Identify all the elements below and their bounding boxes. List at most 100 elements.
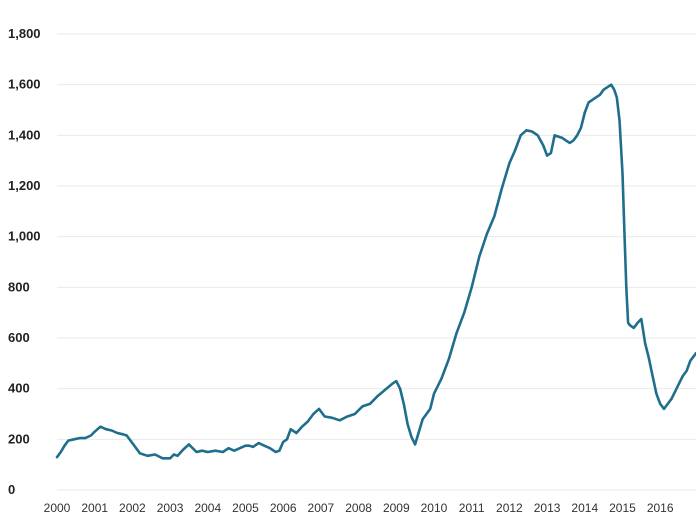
- data-point: [227, 447, 230, 450]
- data-point: [195, 451, 198, 453]
- data-point: [63, 444, 66, 447]
- data-point: [238, 447, 241, 450]
- data-point: [278, 449, 281, 452]
- data-point: [618, 119, 621, 121]
- data-point: [376, 395, 379, 398]
- data-point: [125, 434, 128, 437]
- data-point: [274, 451, 277, 453]
- x-tick-label: 2004: [194, 501, 221, 515]
- data-point: [550, 152, 552, 155]
- data-point: [331, 416, 334, 419]
- data-point: [648, 357, 650, 360]
- data-point: [433, 392, 435, 395]
- data-point: [414, 443, 416, 446]
- data-point: [173, 453, 175, 456]
- data-point: [425, 413, 428, 415]
- data-point: [206, 451, 209, 453]
- data-point: [176, 454, 179, 457]
- data-point: [269, 447, 271, 450]
- data-point: [402, 403, 405, 405]
- data-point: [572, 139, 575, 142]
- data-point: [670, 397, 673, 400]
- data-point: [312, 413, 315, 415]
- data-point: [429, 408, 432, 410]
- y-tick-label: 200: [8, 431, 30, 446]
- data-point: [395, 380, 398, 382]
- data-point: [391, 382, 394, 385]
- data-point: [659, 403, 662, 405]
- data-point: [485, 233, 488, 236]
- data-point: [90, 434, 92, 437]
- data-point: [384, 389, 386, 391]
- data-point: [318, 408, 320, 410]
- data-point: [531, 130, 533, 133]
- data-point: [410, 435, 413, 438]
- x-tick-label: 2015: [609, 501, 636, 515]
- data-point: [553, 134, 556, 137]
- x-tick-label: 2007: [308, 501, 335, 515]
- data-point: [666, 403, 669, 405]
- data-point: [525, 129, 528, 132]
- data-point: [99, 425, 102, 428]
- data-point: [289, 428, 292, 431]
- data-point: [685, 370, 688, 372]
- data-point: [493, 215, 496, 218]
- data-point: [629, 324, 631, 327]
- data-point: [252, 446, 254, 448]
- data-point: [346, 415, 349, 418]
- data-point: [599, 93, 601, 96]
- data-point: [580, 126, 582, 129]
- data-point: [369, 403, 371, 405]
- y-tick-label: 1,600: [8, 77, 41, 92]
- data-point: [188, 443, 190, 446]
- data-point: [222, 451, 224, 453]
- data-point: [681, 375, 684, 377]
- data-point: [161, 457, 164, 460]
- data-point: [663, 408, 665, 410]
- x-tick-label: 2012: [496, 501, 523, 515]
- data-point: [463, 311, 466, 314]
- data-point: [73, 438, 75, 441]
- x-tick-label: 2009: [383, 501, 410, 515]
- data-point: [263, 444, 266, 447]
- data-point: [576, 134, 579, 137]
- data-point: [169, 457, 172, 460]
- x-tick-label: 2006: [270, 501, 297, 515]
- x-tick-label: 2008: [345, 501, 372, 515]
- data-point: [508, 162, 511, 165]
- x-axis-tick-labels: 2000 2001 2002 2003 2004 2005 2006 2007 2008 2009…: [44, 501, 674, 515]
- data-point: [201, 449, 204, 452]
- data-point: [214, 449, 217, 452]
- data-point: [67, 439, 70, 442]
- y-tick-label: 800: [8, 279, 30, 294]
- data-point: [623, 230, 626, 233]
- data-point: [568, 142, 571, 144]
- data-point: [110, 429, 113, 432]
- y-tick-label: 1,400: [8, 127, 41, 142]
- data-point: [655, 392, 658, 395]
- data-point: [546, 154, 548, 157]
- data-point: [233, 449, 236, 452]
- series-line: [55, 83, 696, 460]
- data-point: [470, 286, 473, 289]
- data-point: [455, 332, 458, 334]
- data-point: [154, 453, 156, 456]
- data-point: [536, 134, 539, 137]
- data-point: [621, 172, 624, 175]
- data-point: [353, 413, 356, 415]
- data-point: [122, 433, 124, 436]
- x-tick-label: 2013: [534, 501, 561, 515]
- data-point: [282, 441, 285, 443]
- data-point: [56, 456, 58, 458]
- data-point: [105, 428, 107, 431]
- data-point: [418, 430, 420, 433]
- gridlines: [57, 33, 696, 491]
- data-point: [583, 111, 586, 114]
- data-point: [678, 382, 680, 385]
- data-point: [591, 99, 594, 101]
- data-point: [406, 423, 409, 425]
- x-tick-label: 2010: [421, 501, 448, 515]
- data-point: [448, 357, 450, 360]
- y-tick-label: 1,200: [8, 178, 41, 193]
